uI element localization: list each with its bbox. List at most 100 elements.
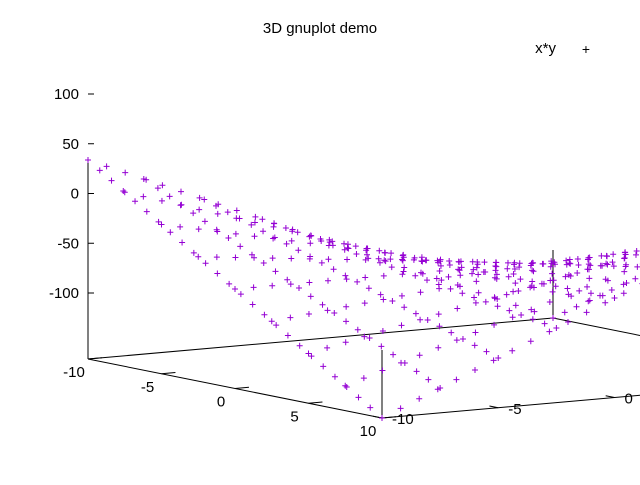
surface-point (178, 202, 184, 208)
surface-point (344, 257, 350, 263)
surface-point (85, 157, 91, 163)
surface-point (225, 209, 231, 215)
surface-point (202, 218, 208, 224)
surface-point (283, 225, 289, 231)
surface-point (341, 241, 347, 247)
surface-point (232, 286, 238, 292)
surface-point (237, 216, 243, 222)
surface-point (621, 256, 627, 262)
surface-point (438, 277, 444, 283)
z-tick-label: 100 (54, 86, 79, 103)
surface-point (362, 300, 368, 306)
surface-point (493, 259, 499, 265)
surface-point (473, 300, 479, 306)
surface-point (122, 189, 128, 195)
surface-point (97, 167, 103, 173)
surface-point (562, 309, 568, 315)
surface-point (380, 296, 386, 302)
surface-point (587, 298, 593, 304)
surface-point (250, 301, 256, 307)
surface-point (634, 264, 640, 270)
surface-point (325, 256, 331, 262)
surface-point (320, 302, 326, 308)
surface-point (260, 228, 266, 234)
surface-point (418, 258, 424, 264)
surface-point (587, 262, 593, 268)
surface-point (355, 394, 361, 400)
surface-point (447, 262, 453, 268)
x-tick-label: 5 (290, 408, 298, 425)
x-tick-label: -10 (63, 364, 85, 381)
surface-point (495, 303, 501, 309)
surface-point (423, 257, 429, 263)
surface-point (398, 360, 404, 366)
surface-point (379, 368, 385, 374)
surface-point (353, 243, 359, 249)
surface-point (585, 298, 591, 304)
surface-point (505, 260, 511, 266)
surface-point (611, 263, 617, 269)
surface-point (232, 254, 238, 260)
surface-point (197, 195, 203, 201)
surface-point (389, 298, 395, 304)
surface-point (109, 178, 115, 184)
surface-point (366, 285, 372, 291)
surface-point (481, 259, 487, 265)
surface-point (388, 250, 394, 256)
surface-point (196, 207, 202, 213)
surface-points (85, 157, 640, 421)
surface-point (320, 363, 326, 369)
surface-point (331, 266, 337, 272)
surface-point (344, 276, 350, 282)
surface-point (437, 268, 443, 274)
y-tick-label: -5 (508, 401, 521, 418)
surface-point (602, 300, 608, 306)
surface-point (140, 194, 146, 200)
surface-point (435, 345, 441, 351)
surface-point (306, 311, 312, 317)
surface-point (597, 293, 603, 299)
surface-point (469, 271, 475, 277)
surface-point (330, 242, 336, 248)
surface-point (438, 263, 444, 269)
surface-point (237, 243, 243, 249)
surface-point (425, 377, 431, 383)
surface-point (586, 266, 592, 272)
surface-point (446, 274, 452, 280)
surface-point (476, 290, 482, 296)
surface-point (527, 284, 533, 290)
surface-point (417, 352, 423, 358)
base-back-right-edge (553, 318, 640, 377)
surface-point (510, 314, 516, 320)
surface-point (400, 268, 406, 274)
surface-point (610, 251, 616, 257)
surface-point (251, 284, 257, 290)
surface-point (287, 315, 293, 321)
base-back-left-edge (88, 318, 553, 359)
surface-point (584, 284, 590, 290)
surface-point (551, 277, 557, 283)
surface-point (288, 256, 294, 262)
surface-point (399, 293, 405, 299)
surface-point (604, 253, 610, 259)
surface-point (308, 233, 314, 239)
surface-point (401, 304, 407, 310)
surface-point (475, 272, 481, 278)
surface-point (586, 261, 592, 267)
surface-point (201, 197, 207, 203)
surface-point (424, 277, 430, 283)
surface-point (167, 193, 173, 199)
surface-point (413, 311, 419, 317)
surface-point (325, 278, 331, 284)
surface-point (598, 253, 604, 259)
surface-point (399, 271, 405, 277)
surface-point (448, 330, 454, 336)
surface-point (510, 289, 516, 295)
surface-point (233, 231, 239, 237)
x-tick-label: 10 (360, 423, 377, 440)
surface-point (506, 308, 512, 314)
surface-point (416, 396, 422, 402)
surface-point (364, 252, 370, 258)
surface-point (575, 256, 581, 262)
